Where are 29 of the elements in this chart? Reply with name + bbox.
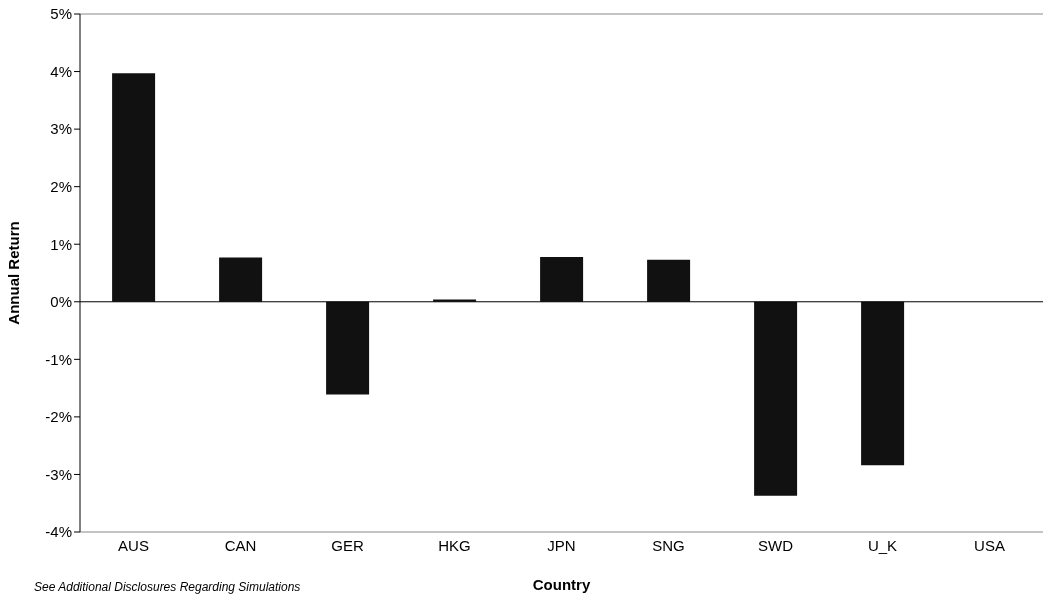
y-tick-label: 4% bbox=[50, 62, 72, 80]
x-tick-label: SNG bbox=[652, 536, 685, 554]
y-tick-label: 1% bbox=[50, 235, 72, 253]
bar bbox=[754, 301, 798, 496]
y-tick-label: -2% bbox=[45, 408, 72, 426]
x-tick-label: USA bbox=[974, 536, 1005, 554]
text: See Additional Disclosures Regarding Simulations bbox=[34, 580, 301, 594]
bar bbox=[219, 257, 263, 302]
bar bbox=[647, 259, 691, 302]
x-tick-label: SWD bbox=[758, 536, 794, 554]
x-tick-label: AUS bbox=[118, 536, 149, 554]
y-tick-label: 3% bbox=[50, 120, 72, 138]
y-axis-title: Annual Return bbox=[5, 221, 23, 325]
bar bbox=[112, 73, 156, 302]
bar bbox=[540, 256, 584, 302]
x-tick-label: HKG bbox=[438, 536, 471, 554]
y-tick-label: -3% bbox=[45, 465, 72, 483]
y-tick-label: -4% bbox=[45, 523, 72, 541]
x-tick-label: GER bbox=[331, 536, 364, 554]
y-tick-label: -1% bbox=[45, 350, 72, 368]
x-tick-label: U_K bbox=[867, 536, 898, 554]
x-tick-label: CAN bbox=[224, 536, 257, 554]
y-tick-label: 0% bbox=[50, 293, 72, 311]
x-tick-label: JPN bbox=[547, 536, 576, 554]
y-tick-label: 2% bbox=[50, 177, 72, 195]
y-tick-label: 5% bbox=[50, 5, 72, 23]
x-axis-title: Country bbox=[532, 576, 591, 593]
bar bbox=[861, 301, 905, 466]
bar bbox=[326, 301, 370, 395]
